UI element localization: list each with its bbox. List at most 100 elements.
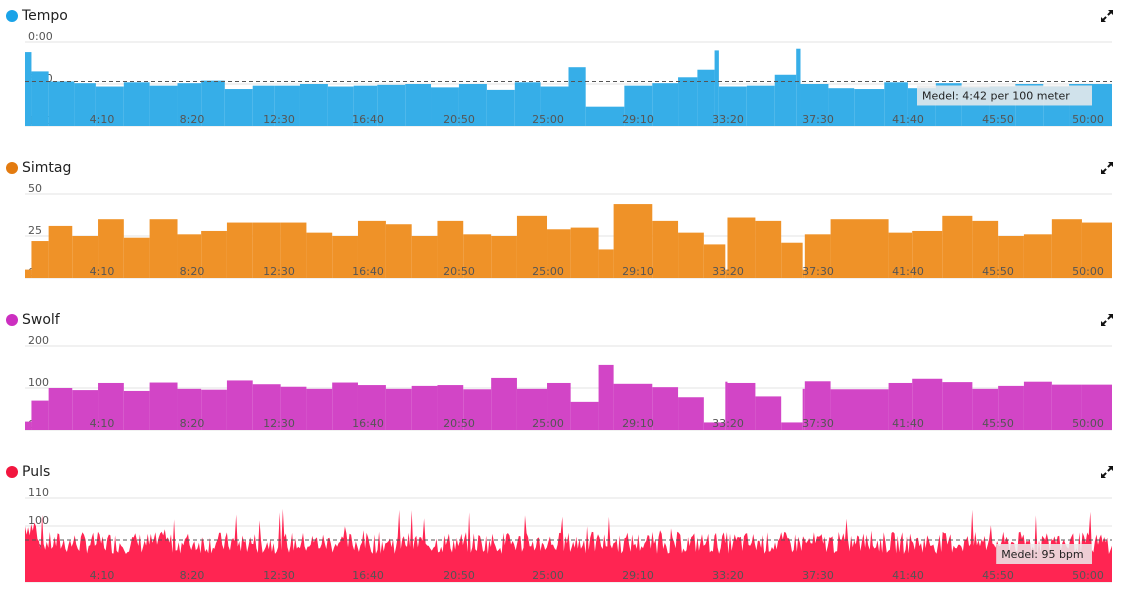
swolf-bar	[570, 401, 599, 430]
simtag-bar	[652, 220, 679, 278]
tempo-bar	[48, 81, 75, 126]
tempo-average-label: Medel: 4:42 per 100 meter	[922, 89, 1070, 102]
x-tick-label: 45:50	[982, 265, 1014, 278]
expand-arrows-icon[interactable]	[1100, 160, 1114, 174]
simtag-bar	[755, 220, 782, 278]
expand-arrows-icon[interactable]	[1100, 464, 1114, 478]
x-tick-label: 45:50	[982, 417, 1014, 430]
tempo-bar	[697, 69, 715, 126]
tempo-chart-panel: Tempo0:005:0010:004:108:2012:3016:4020:5…	[0, 0, 1126, 152]
simtag-bar	[998, 236, 1024, 278]
simtag-bar	[252, 222, 281, 278]
swolf-chart-panel: Swolf 20010004:108:2012:3016:4020:5025:00…	[0, 304, 1126, 456]
swolf-bar	[31, 400, 49, 430]
expand-arrows-icon[interactable]	[1100, 312, 1114, 326]
x-tick-label: 37:30	[802, 265, 834, 278]
swolf-plot: 20010004:108:2012:3016:4020:5025:0029:10…	[25, 334, 1112, 431]
x-tick-label: 16:40	[352, 265, 384, 278]
simtag-bar	[201, 230, 227, 278]
simtag-bar	[613, 204, 653, 278]
swolf-bar	[98, 382, 124, 430]
simtag-chart-panel: Simtag502504:108:2012:3016:4020:5025:002…	[0, 152, 1126, 304]
simtag-bar	[306, 232, 333, 278]
tempo-bar	[486, 89, 515, 126]
x-tick-label: 8:20	[180, 569, 205, 582]
tempo-bar	[299, 84, 328, 126]
simtag-bar	[804, 234, 831, 278]
swolf-bar	[972, 388, 999, 430]
swolf-bar	[1081, 384, 1112, 430]
tempo-bar	[652, 83, 679, 126]
simtag-bar	[830, 219, 889, 278]
swolf-bar	[802, 388, 805, 430]
tempo-bar	[431, 87, 459, 126]
tempo-bar	[458, 84, 487, 126]
swolf-bar	[437, 385, 464, 430]
swolf-bar	[123, 390, 150, 430]
simtag-bar	[411, 236, 438, 278]
tempo-bar	[854, 89, 885, 126]
tempo-bar	[177, 83, 202, 126]
tempo-bar	[201, 80, 225, 126]
y-tick-label: 110	[28, 486, 49, 499]
expand-arrows-icon[interactable]	[1100, 8, 1114, 22]
x-tick-label: 33:20	[712, 265, 744, 278]
tempo-bar	[377, 84, 406, 126]
x-tick-label: 33:20	[712, 417, 744, 430]
simtag-bar	[385, 224, 412, 278]
x-tick-label: 25:00	[532, 417, 564, 430]
x-tick-label: 4:10	[90, 265, 115, 278]
tempo-bar	[353, 85, 378, 126]
swolf-bar	[357, 385, 386, 430]
x-tick-label: 4:10	[90, 417, 115, 430]
swolf-bar	[613, 383, 653, 430]
x-tick-label: 41:40	[892, 113, 924, 126]
tempo-bar	[678, 77, 698, 126]
swolf-bar	[781, 422, 803, 430]
tempo-bar	[224, 89, 253, 126]
tempo-bar	[624, 85, 653, 126]
tempo-bar	[774, 74, 797, 126]
puls-average-label: Medel: 95 bpm	[1001, 548, 1083, 561]
swolf-bar	[725, 381, 728, 430]
swolf-bar	[942, 382, 973, 430]
swolf-bar	[516, 388, 548, 430]
swolf-bar	[306, 388, 333, 430]
tempo-bar	[796, 48, 801, 126]
simtag-bar	[888, 232, 913, 278]
x-tick-label: 12:30	[263, 417, 295, 430]
simtag-bar	[1081, 222, 1112, 278]
swolf-bar	[252, 384, 281, 430]
swolf-chart-title: Swolf	[22, 312, 60, 328]
tempo-bar	[31, 71, 49, 126]
puls-area	[25, 508, 1112, 582]
tempo-bar	[718, 86, 747, 126]
x-tick-label: 8:20	[180, 113, 205, 126]
swolf-bar	[598, 364, 614, 430]
y-tick-label: 100	[28, 514, 49, 527]
simtag-bar	[226, 222, 253, 278]
simtag-bar	[98, 219, 124, 278]
simtag-bar	[781, 242, 803, 278]
puls-chart-panel: Puls11010090804:108:2012:3016:4020:5025:…	[0, 456, 1126, 608]
y-tick-label: 100	[28, 376, 49, 389]
x-tick-label: 50:00	[1072, 417, 1104, 430]
swolf-bar	[1051, 384, 1082, 430]
swolf-bar	[491, 377, 517, 430]
x-tick-label: 16:40	[352, 569, 384, 582]
tempo-bar	[274, 85, 300, 126]
tempo-bar	[149, 85, 178, 126]
x-tick-label: 45:50	[982, 569, 1014, 582]
swolf-bar	[912, 378, 943, 430]
swolf-bar	[703, 422, 726, 430]
puls-chart-header: Puls	[6, 462, 50, 482]
simtag-bar	[570, 227, 599, 278]
tempo-bar	[327, 86, 354, 126]
tempo-bar	[540, 86, 569, 126]
tempo-bar	[714, 50, 719, 126]
simtag-legend-dot	[6, 162, 18, 174]
swolf-chart-header: Swolf	[6, 310, 60, 330]
swolf-bar	[280, 386, 307, 430]
swolf-bar	[652, 387, 679, 430]
x-tick-label: 20:50	[443, 113, 475, 126]
